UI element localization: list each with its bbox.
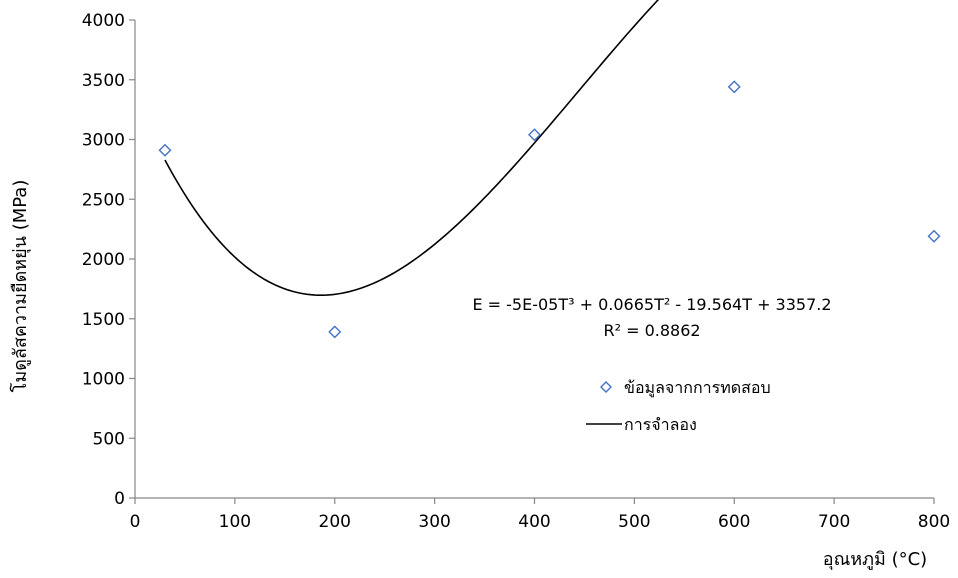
x-tick-label: 300 <box>418 512 450 532</box>
data-point <box>727 80 741 94</box>
x-axis-title: อุณหภูมิ (°C) <box>823 549 927 570</box>
x-tick-label: 200 <box>319 512 351 532</box>
x-tick-label: 400 <box>518 512 550 532</box>
axes: 0 500 1000 1500 2000 2500 3000 3500 4000 0 100 200 3… <box>82 11 950 532</box>
legend: ข้อมูลจากการทดสอบ การจำลอง <box>586 378 771 434</box>
legend-label-test-data: ข้อมูลจากการทดสอบ <box>624 378 771 398</box>
y-tick-label: 3500 <box>82 71 125 91</box>
y-tick-label: 3000 <box>82 131 125 151</box>
y-tick-label: 1000 <box>82 370 125 390</box>
x-tick-label: 800 <box>918 512 950 532</box>
data-point <box>328 325 342 339</box>
data-point <box>528 128 541 142</box>
x-tick-label: 500 <box>618 512 650 532</box>
y-tick-label: 0 <box>114 489 125 509</box>
x-tick-label: 600 <box>718 512 750 532</box>
x-tick-label: 700 <box>818 512 850 532</box>
y-tick-label: 2000 <box>82 250 125 270</box>
x-tick-label: 100 <box>219 512 251 532</box>
r-squared-annotation: R² = 0.8862 <box>603 321 700 340</box>
fit-curve-layer <box>164 0 660 296</box>
y-tick-label: 4000 <box>82 11 125 31</box>
equation-annotation: E = -5E-05T³ + 0.0665T² - 19.564T + 3357… <box>472 295 831 314</box>
y-tick-label: 2500 <box>82 190 125 210</box>
y-tick-label: 1500 <box>82 310 125 330</box>
data-points-layer <box>158 80 941 339</box>
legend-label-simulation: การจำลอง <box>624 415 697 434</box>
legend-marker-test-data <box>600 381 612 393</box>
data-point <box>927 229 941 243</box>
y-tick-label: 500 <box>93 429 125 449</box>
data-point <box>158 143 172 157</box>
y-axis-title: โมดูลัสความยืดหยุ่น (MPa) <box>9 180 31 393</box>
series-line-simulation <box>164 0 660 296</box>
x-tick-label: 0 <box>130 512 141 532</box>
